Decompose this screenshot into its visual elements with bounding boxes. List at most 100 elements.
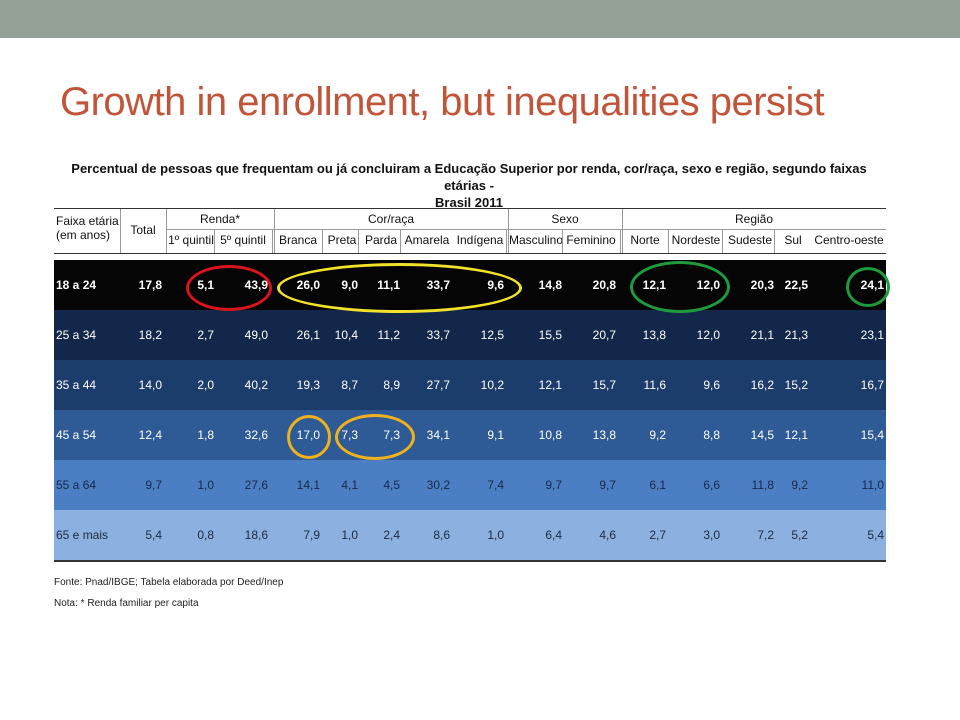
header-age-line2: (em anos) [56,228,111,242]
table-cell: 3,0 [703,528,720,542]
table-cell: 6,6 [703,478,720,492]
row-label: 45 a 54 [56,428,97,442]
table-cell: 12,0 [696,328,720,342]
table-cell: 0,8 [197,528,214,542]
header-subcolumn: Parda [364,233,398,247]
table-cell: 9,7 [545,478,562,492]
header-subdivider [322,229,323,253]
table-cell: 5,2 [791,528,808,542]
table-row: 45 a 54 12,4 1,8 32,6 17,0 7,3 7,3 34,1 9,1 10,8 1… [54,410,886,460]
header-subcolumn: Preta [327,233,357,247]
table-cell: 15,5 [538,328,562,342]
table-cell: 34,1 [426,428,450,442]
row-label: 35 a 44 [56,378,97,392]
table-cell: 1,8 [197,428,214,442]
table-cell: 5,4 [867,528,884,542]
header-group-regiao: Região [734,212,774,226]
highlight-circle-yellow [277,263,522,313]
header-subcolumn: Centro-oeste [814,233,884,247]
table-cell: 40,2 [244,378,268,392]
table-bottom-rule [54,560,886,562]
table-cell: 14,0 [138,378,162,392]
row-label: 18 a 24 [56,278,97,292]
header-subcolumn: 5º quintil [220,233,266,247]
header-subdivider [668,229,669,253]
table-cell: 7,9 [303,528,320,542]
table-cell: 4,1 [341,478,358,492]
header-subcolumn: Masculino [508,233,564,247]
table-cell: 11,6 [643,378,666,392]
table-cell: 9,2 [649,428,666,442]
table-cell: 6,4 [545,528,562,542]
table-cell: 17,8 [138,278,162,292]
table-cell: 11,0 [861,478,884,492]
header-subdivider [272,229,273,253]
header-subdivider [214,229,215,253]
header-subcolumn: Indígena [456,233,504,247]
header-subcolumn: 1º quintil [168,233,214,247]
header-divider [508,209,509,253]
table-cell: 33,7 [426,328,450,342]
slide-title: Growth in enrollment, but inequalities p… [60,80,825,124]
row-label: 55 a 64 [56,478,97,492]
table-cell: 11,2 [377,328,400,342]
table-cell: 12,1 [784,428,808,442]
table-cell: 2,0 [197,378,214,392]
highlight-circle-green [846,267,890,307]
table-cell: 10,4 [334,328,358,342]
header-group-sexo: Sexo [551,212,579,226]
table-row: 25 a 34 18,2 2,7 49,0 26,1 10,4 11,2 33,7 12,5 15… [54,310,886,360]
row-label: 65 e mais [56,528,109,542]
table-cell: 21,3 [784,328,808,342]
table-cell: 20,7 [592,328,616,342]
header-subcolumn: Branca [278,233,318,247]
highlight-circle-red [186,265,272,311]
table-cell: 2,4 [383,528,400,542]
header-subdivider [358,229,359,253]
header-group-renda: Renda* [199,212,241,226]
header-group-cor-raca: Cor/raça [367,212,414,226]
table-row: 35 a 44 14,0 2,0 40,2 19,3 8,7 8,9 27,7 10,2 12,1… [54,360,886,410]
table-cell: 21,1 [750,328,774,342]
table-cell: 4,6 [599,528,616,542]
header-divider [274,209,275,253]
table-cell: 9,7 [145,478,162,492]
table-cell: 20,3 [750,278,774,292]
table-cell: 23,1 [860,328,884,342]
row-label: 25 a 34 [56,328,97,342]
table-cell: 49,0 [244,328,268,342]
table-cell: 12,1 [538,378,562,392]
header-subcolumn: Amarela [404,233,450,247]
table-cell: 9,6 [703,378,720,392]
table-cell: 1,0 [487,528,504,542]
header-group-divider [166,229,886,230]
table-title: Percentual de pessoas que frequentam ou … [54,160,884,211]
header-subcolumn: Nordeste [671,233,721,247]
table-cell: 14,8 [538,278,562,292]
header-age-group: Faixa etária (em anos) [56,214,120,242]
table-note: Nota: * Renda familiar per capita [54,598,199,609]
header-subcolumn: Norte [630,233,660,247]
table-cell: 8,8 [703,428,720,442]
highlight-circle-orange [287,415,331,459]
table-cell: 22,5 [784,278,808,292]
table-cell: 14,1 [296,478,320,492]
table-cell: 1,0 [341,528,358,542]
table-cell: 8,9 [383,378,400,392]
table-header: Faixa etária (em anos) Total Renda* Cor/… [54,208,886,254]
table-cell: 13,8 [592,428,616,442]
table-cell: 11,8 [751,478,774,492]
table-cell: 16,2 [750,378,774,392]
header-divider [120,209,121,253]
table-cell: 2,7 [197,328,214,342]
table-cell: 12,5 [480,328,504,342]
header-divider [166,209,167,253]
table-cell: 14,5 [750,428,774,442]
table-cell: 7,2 [757,528,774,542]
table-source: Fonte: Pnad/IBGE; Tabela elaborada por D… [54,577,284,588]
table-title-line1: Percentual de pessoas que frequentam ou … [71,161,867,193]
header-subdivider [722,229,723,253]
header-subdivider [562,229,563,253]
table-cell: 18,6 [244,528,268,542]
table-cell: 16,7 [860,378,884,392]
